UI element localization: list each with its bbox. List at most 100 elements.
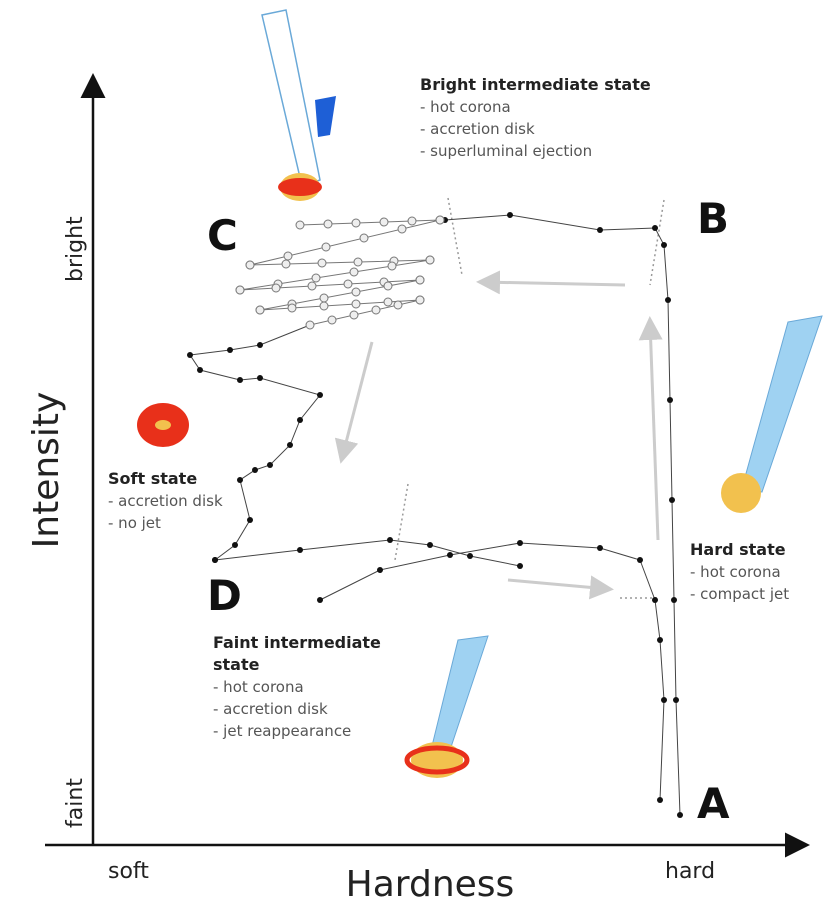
track-point (384, 298, 392, 306)
jet (262, 10, 320, 186)
track-point (657, 637, 663, 643)
track-point (237, 477, 243, 483)
track-point (673, 697, 679, 703)
track-point (352, 288, 360, 296)
y-axis-title: Intensity (26, 392, 67, 549)
track-point (306, 321, 314, 329)
jet-lines (395, 198, 664, 598)
state-letter: B (697, 194, 729, 243)
track-point (344, 280, 352, 288)
annotation-title: state (213, 655, 260, 674)
annotation-title: Faint intermediate (213, 633, 381, 652)
track-point (324, 220, 332, 228)
track-point (354, 258, 362, 266)
track-point (256, 306, 264, 314)
track-point (350, 311, 358, 319)
track-point (296, 221, 304, 229)
track-point (377, 567, 383, 573)
track-point (252, 467, 258, 473)
track-point (517, 563, 523, 569)
track-point (320, 302, 328, 310)
transition-arrows (342, 282, 658, 589)
annotations: Bright intermediate state - hot corona - a… (108, 75, 789, 740)
arrow (508, 580, 608, 589)
track-point (467, 553, 473, 559)
track-point (665, 297, 671, 303)
track-point (352, 219, 360, 227)
track-point (257, 342, 263, 348)
track-point (408, 217, 416, 225)
dotted-line (395, 484, 408, 560)
track-point (284, 252, 292, 260)
track-point (282, 260, 290, 268)
track-point (380, 218, 388, 226)
track-point (384, 282, 392, 290)
track-point (372, 306, 380, 314)
state-letter: A (697, 779, 730, 828)
track-point (517, 540, 523, 546)
track-point (312, 274, 320, 282)
track-point (352, 300, 360, 308)
track-point (272, 284, 280, 292)
state-letter: C (207, 211, 238, 260)
track-point (237, 377, 243, 383)
annotation-item: - accretion disk (420, 120, 535, 138)
track-point (661, 697, 667, 703)
track-point (427, 542, 433, 548)
annotation-title: Soft state (108, 469, 197, 488)
x-axis-title: Hardness (346, 864, 515, 905)
track-point (297, 417, 303, 423)
annotation-title: Hard state (690, 540, 786, 559)
diagram: Hardness Intensity soft hard bright fain… (0, 0, 835, 906)
track-point (328, 316, 336, 324)
annotation-item: - accretion disk (213, 700, 328, 718)
dotted-line (650, 200, 664, 285)
y-low-label: faint (63, 778, 88, 828)
track-point (308, 282, 316, 290)
track-point (398, 225, 406, 233)
annotation-item: - hot corona (690, 563, 781, 581)
track-point (297, 547, 303, 553)
track-point (652, 225, 658, 231)
track-point (416, 296, 424, 304)
jet-blob (315, 96, 336, 137)
track-point (507, 212, 513, 218)
track-point (447, 552, 453, 558)
annotation-title: Bright intermediate state (420, 75, 651, 94)
track-point (436, 216, 444, 224)
track-line (215, 540, 520, 566)
track-point (597, 545, 603, 551)
annotation-item: - hot corona (420, 98, 511, 116)
track-point (637, 557, 643, 563)
disk (278, 178, 322, 196)
state-letter: D (207, 571, 242, 620)
x-low-label: soft (108, 859, 149, 884)
track-point (388, 262, 396, 270)
track-line (445, 215, 680, 815)
track-point (394, 301, 402, 309)
track-point (187, 352, 193, 358)
track-point (197, 367, 203, 373)
annotation-item: - compact jet (690, 585, 789, 603)
annotation-item: - superluminal ejection (420, 142, 592, 160)
track-point (426, 256, 434, 264)
track-line (240, 220, 440, 325)
track-point (597, 227, 603, 233)
track-line (190, 325, 320, 560)
track-point (671, 597, 677, 603)
arrow (482, 282, 625, 285)
x-high-label: hard (665, 859, 715, 884)
track-point (246, 261, 254, 269)
annotation-item: - hot corona (213, 678, 304, 696)
track-point (232, 542, 238, 548)
arrow (650, 322, 658, 540)
track-point (287, 442, 293, 448)
y-high-label: bright (63, 216, 88, 282)
track-point (652, 597, 658, 603)
track-point (318, 259, 326, 267)
track-point (669, 497, 675, 503)
annotation-item: - jet reappearance (213, 722, 351, 740)
track-point (661, 242, 667, 248)
track-line (320, 543, 664, 800)
arrow (342, 342, 372, 458)
